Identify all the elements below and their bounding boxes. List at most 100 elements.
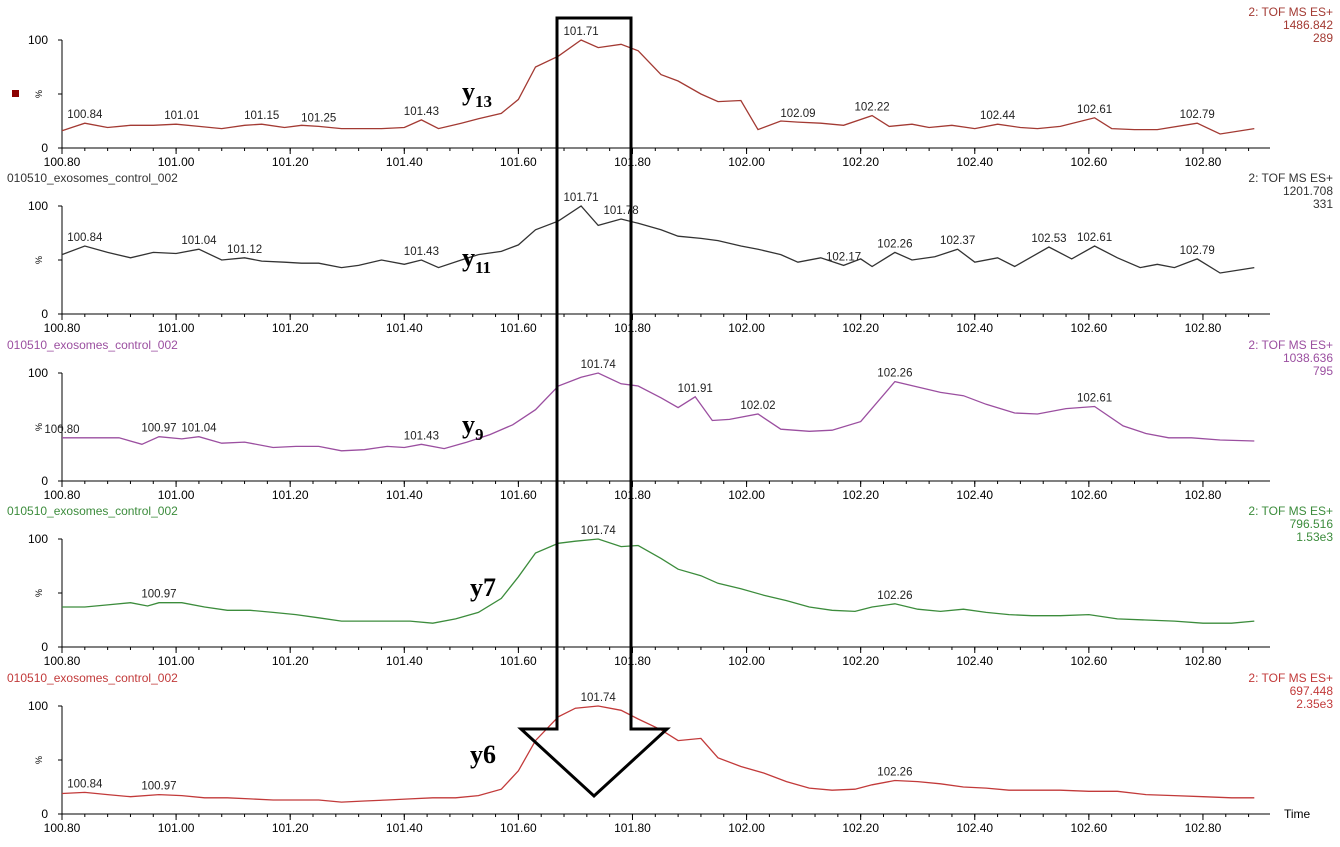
header-line: 796.516 [1290,517,1334,531]
series-line-y13 [61,39,1255,135]
peak-label: 101.43 [404,106,439,118]
x-tick-label: 102.40 [956,488,993,502]
peak-label: 101.01 [164,110,199,122]
y-tick-label: 100 [28,33,48,47]
x-tick-label: 101.00 [158,155,195,169]
ion-label: y6 [470,740,496,769]
x-tick-label: 102.60 [1071,488,1108,502]
header-line: 795 [1313,364,1333,378]
y-tick-label: % [34,756,44,764]
header-line: 331 [1313,197,1333,211]
peak-label: 101.71 [564,26,599,38]
peak-label: 102.22 [854,102,889,114]
x-tick-label: 102.40 [956,654,993,668]
peak-label: 100.84 [67,109,103,121]
ion-label: y11 [462,243,491,277]
file-label: 010510_exosomes_control_002 [7,671,178,685]
x-tick-label: 102.00 [728,654,765,668]
file-label: 010510_exosomes_control_002 [7,338,178,352]
header-line: 1.53e3 [1296,530,1333,544]
y-tick-label: % [34,423,44,431]
ion-label-subscript: 9 [475,425,484,444]
x-tick-label: 101.80 [614,321,651,335]
x-tick-label: 102.80 [1185,821,1222,835]
x-tick-label: 102.40 [956,155,993,169]
ion-label-base: y [462,410,475,439]
x-tick-label: 101.60 [500,155,537,169]
x-tick-label: 102.60 [1071,321,1108,335]
x-tick-label: 102.00 [728,488,765,502]
peak-label: 101.74 [581,359,617,371]
x-tick-label: 100.80 [44,654,81,668]
y-tick-label: 100 [28,199,48,213]
peak-label: 101.25 [301,112,336,124]
x-tick-label: 102.00 [728,821,765,835]
header-line: 1486.842 [1283,18,1333,32]
header-line: 1201.708 [1283,184,1333,198]
header-line: 2: TOF MS ES+ [1248,671,1333,685]
x-tick-label: 101.00 [158,654,195,668]
header-line: 2: TOF MS ES+ [1248,338,1333,352]
x-tick-label: 102.40 [956,821,993,835]
ion-label-subscript: 11 [475,258,491,277]
x-tick-label: 102.80 [1185,654,1222,668]
peak-label: 100.97 [141,423,176,435]
peak-label: 102.61 [1077,392,1112,404]
y-tick-label: 0 [41,307,48,321]
header-line: 1038.636 [1283,351,1333,365]
peak-label: 101.91 [678,383,713,395]
header-line: 289 [1313,31,1333,45]
y-tick-label: % [34,589,44,597]
x-tick-label: 102.00 [728,321,765,335]
y-tick-label: 0 [41,640,48,654]
x-tick-label: 101.80 [614,488,651,502]
peak-label: 102.79 [1180,109,1215,121]
panel-y9: 010510_exosomes_control_002 2: TOF MS ES+… [7,338,1333,502]
ion-label-subscript: 13 [475,92,492,111]
x-tick-label: 101.20 [272,821,309,835]
x-tick-label: 102.40 [956,321,993,335]
time-axis-label: Time [1284,807,1311,821]
x-tick-label: 102.00 [728,155,765,169]
x-tick-label: 102.20 [842,321,879,335]
x-tick-label: 101.40 [386,155,423,169]
x-tick-label: 101.00 [158,488,195,502]
x-tick-label: 102.80 [1185,321,1222,335]
peak-label: 100.84 [67,778,103,790]
peak-label: 102.79 [1180,245,1215,257]
series-line-y6 [61,705,1255,803]
y-tick-label: % [34,256,44,264]
peak-label: 101.15 [244,110,279,122]
peak-label: 101.74 [581,525,617,537]
peak-label: 101.04 [181,423,217,435]
x-tick-label: 101.80 [614,155,651,169]
panel-y7: 010510_exosomes_control_002 2: TOF MS ES+… [7,504,1333,668]
header-line: 2: TOF MS ES+ [1248,171,1333,185]
peak-label: 102.26 [877,368,912,380]
series-line-y11 [61,205,1255,274]
file-label: 010510_exosomes_control_002 [7,171,178,185]
peak-label: 101.71 [564,192,599,204]
x-tick-label: 102.20 [842,155,879,169]
y-tick-label: 100 [28,366,48,380]
peak-label: 101.74 [581,692,617,704]
peak-label: 102.02 [740,400,775,412]
x-tick-label: 102.60 [1071,155,1108,169]
y-tick-label: 0 [41,807,48,821]
y-tick-label: 0 [41,474,48,488]
down-arrow-overlay [517,16,671,799]
x-tick-label: 101.00 [158,821,195,835]
peak-label: 102.37 [940,235,975,247]
ion-label-base: y [462,243,475,272]
x-tick-label: 102.60 [1071,821,1108,835]
peak-label: 102.61 [1077,232,1112,244]
x-tick-label: 101.40 [386,321,423,335]
ion-label-base: y7 [470,573,496,602]
panel-y11: 010510_exosomes_control_002 2: TOF MS ES+… [7,171,1333,335]
x-tick-label: 100.80 [44,821,81,835]
x-tick-label: 101.20 [272,488,309,502]
x-tick-label: 101.40 [386,654,423,668]
